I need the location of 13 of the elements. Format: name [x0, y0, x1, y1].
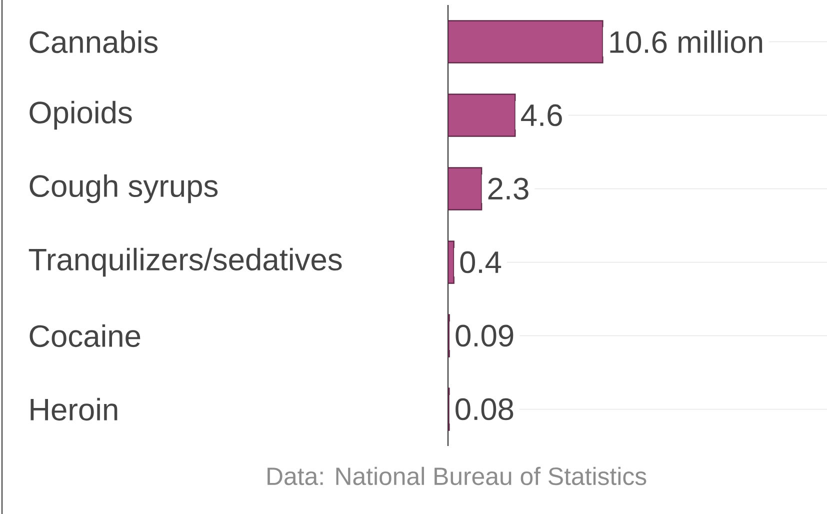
y-tick-label: Heroin: [30, 398, 118, 421]
data-label: 0.4: [460, 251, 502, 274]
y-tick-label: Cannabis: [30, 30, 158, 54]
data-label: 4.6: [521, 104, 562, 126]
y-tick-label: Cocaine: [30, 324, 140, 348]
y-tick-label: Tranquilizers/sedatives: [28, 248, 342, 277]
data-label: 2.3: [488, 178, 528, 200]
data-label: 0.09: [456, 324, 514, 347]
y-tick-label: Opioids: [30, 100, 132, 130]
y-tick-label: Cough syrups: [30, 174, 218, 204]
data-label: 10.6 million: [610, 30, 762, 54]
text: Data: National Bureau of Statistics: [268, 466, 646, 486]
data-label: 0.08: [456, 398, 514, 420]
